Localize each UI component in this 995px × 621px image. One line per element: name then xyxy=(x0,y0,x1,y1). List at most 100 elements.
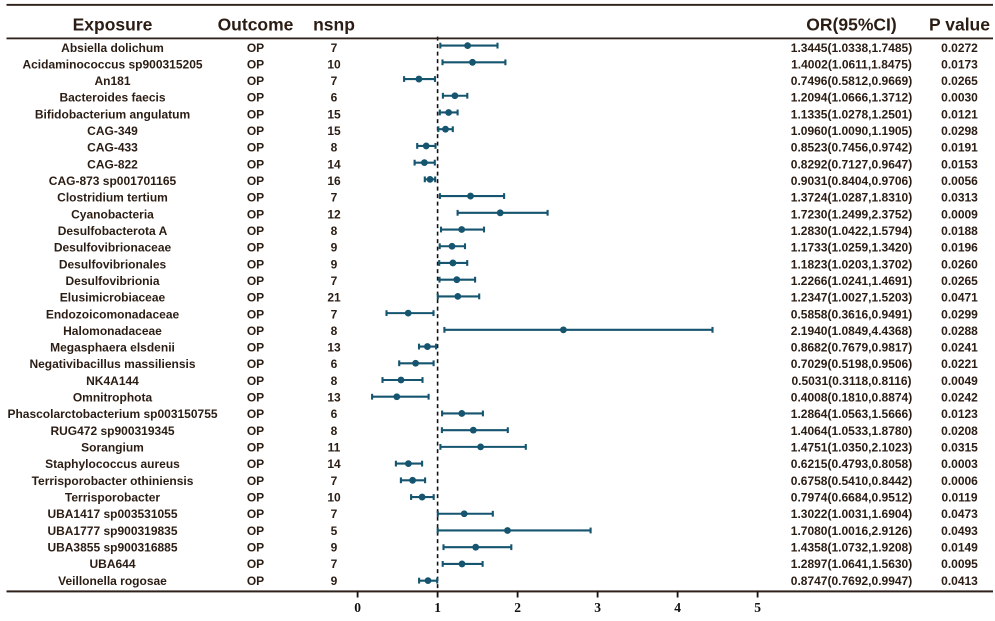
svg-text:Bacteroides faecis: Bacteroides faecis xyxy=(59,91,165,105)
svg-text:Sorangium: Sorangium xyxy=(81,441,144,455)
svg-text:6: 6 xyxy=(331,91,338,105)
svg-text:0.0299: 0.0299 xyxy=(941,307,978,321)
svg-text:0.0473: 0.0473 xyxy=(941,507,978,521)
svg-text:Terrisporobacter othiniensis: Terrisporobacter othiniensis xyxy=(32,474,194,488)
svg-text:0.0241: 0.0241 xyxy=(941,341,978,355)
svg-text:0.0149: 0.0149 xyxy=(941,540,978,554)
svg-text:13: 13 xyxy=(327,341,341,355)
svg-text:Desulfovibrionia: Desulfovibrionia xyxy=(65,274,159,288)
svg-text:Phascolarctobacterium sp003150: Phascolarctobacterium sp003150755 xyxy=(7,407,217,421)
svg-text:1.2830(1.0422,1.5794): 1.2830(1.0422,1.5794) xyxy=(791,224,912,238)
svg-text:3: 3 xyxy=(594,600,601,615)
svg-text:0.0003: 0.0003 xyxy=(941,457,978,471)
svg-text:16: 16 xyxy=(327,174,341,188)
svg-text:0.5858(0.3616,0.9491): 0.5858(0.3616,0.9491) xyxy=(791,307,912,321)
svg-text:OP: OP xyxy=(247,374,264,388)
svg-text:0.7974(0.6684,0.9512): 0.7974(0.6684,0.9512) xyxy=(791,490,912,504)
svg-text:CAG-433: CAG-433 xyxy=(87,141,138,155)
svg-text:0.0049: 0.0049 xyxy=(941,374,978,388)
svg-text:1.3445(1.0338,1.7485): 1.3445(1.0338,1.7485) xyxy=(791,41,912,55)
svg-text:Cyanobacteria: Cyanobacteria xyxy=(71,207,154,221)
svg-text:OP: OP xyxy=(247,424,264,438)
svg-text:OP: OP xyxy=(247,91,264,105)
svg-text:7: 7 xyxy=(331,191,338,205)
svg-text:0.0006: 0.0006 xyxy=(941,474,978,488)
svg-text:1.7230(1.2499,2.3752): 1.7230(1.2499,2.3752) xyxy=(791,207,912,221)
svg-text:8: 8 xyxy=(331,141,338,155)
svg-text:7: 7 xyxy=(331,307,338,321)
svg-text:1.1823(1.0203,1.3702): 1.1823(1.0203,1.3702) xyxy=(791,257,912,271)
svg-text:OP: OP xyxy=(247,574,264,588)
svg-text:5: 5 xyxy=(754,600,761,615)
svg-text:0.0272: 0.0272 xyxy=(941,41,978,55)
svg-text:1.4751(1.0350,2.1023): 1.4751(1.0350,2.1023) xyxy=(791,441,912,455)
svg-text:OP: OP xyxy=(247,191,264,205)
svg-text:10: 10 xyxy=(327,490,341,504)
svg-text:Acidaminococcus sp900315205: Acidaminococcus sp900315205 xyxy=(22,57,202,71)
svg-text:6: 6 xyxy=(331,407,338,421)
svg-text:0.0315: 0.0315 xyxy=(941,441,978,455)
svg-text:P value: P value xyxy=(929,14,990,34)
svg-text:1.7080(1.0016,2.9126): 1.7080(1.0016,2.9126) xyxy=(791,524,912,538)
svg-text:Terrisporobacter: Terrisporobacter xyxy=(65,490,160,504)
svg-text:OP: OP xyxy=(247,540,264,554)
svg-text:0.0493: 0.0493 xyxy=(941,524,978,538)
svg-text:0.9031(0.8404,0.9706): 0.9031(0.8404,0.9706) xyxy=(791,174,912,188)
svg-text:0.0260: 0.0260 xyxy=(941,257,978,271)
svg-text:13: 13 xyxy=(327,391,341,405)
svg-text:Outcome: Outcome xyxy=(218,14,294,34)
svg-text:0.0119: 0.0119 xyxy=(941,490,977,504)
svg-text:0.0265: 0.0265 xyxy=(941,74,978,88)
svg-text:Exposure: Exposure xyxy=(73,14,153,34)
svg-text:Endozoicomonadaceae: Endozoicomonadaceae xyxy=(46,307,180,321)
svg-text:UBA1417 sp003531055: UBA1417 sp003531055 xyxy=(47,507,177,521)
svg-text:OP: OP xyxy=(247,257,264,271)
svg-text:Clostridium tertium: Clostridium tertium xyxy=(57,191,168,205)
svg-text:1.0960(1.0090,1.1905): 1.0960(1.0090,1.1905) xyxy=(791,124,912,138)
svg-text:10: 10 xyxy=(327,57,341,71)
svg-text:OP: OP xyxy=(247,557,264,571)
svg-text:7: 7 xyxy=(331,507,338,521)
svg-text:8: 8 xyxy=(331,374,338,388)
svg-text:OP: OP xyxy=(247,291,264,305)
svg-text:OP: OP xyxy=(247,207,264,221)
svg-text:0.7496(0.5812,0.9669): 0.7496(0.5812,0.9669) xyxy=(791,74,912,88)
svg-text:0.0413: 0.0413 xyxy=(941,574,978,588)
svg-text:1.2897(1.0641,1.5630): 1.2897(1.0641,1.5630) xyxy=(791,557,912,571)
svg-text:8: 8 xyxy=(331,224,338,238)
svg-text:0.4008(0.1810,0.8874): 0.4008(0.1810,0.8874) xyxy=(791,391,912,405)
svg-text:0.0188: 0.0188 xyxy=(941,224,978,238)
svg-text:15: 15 xyxy=(327,107,341,121)
svg-text:1.3724(1.0287,1.8310): 1.3724(1.0287,1.8310) xyxy=(791,191,912,205)
svg-text:0.5031(0.3118,0.8116): 0.5031(0.3118,0.8116) xyxy=(791,374,911,388)
svg-text:OP: OP xyxy=(247,524,264,538)
svg-text:Bifidobacterium angulatum: Bifidobacterium angulatum xyxy=(35,107,190,121)
svg-text:OP: OP xyxy=(247,157,264,171)
svg-text:CAG-349: CAG-349 xyxy=(87,124,138,138)
svg-text:NK4A144: NK4A144 xyxy=(86,374,139,388)
svg-text:OP: OP xyxy=(247,41,264,55)
svg-text:OP: OP xyxy=(247,407,264,421)
svg-text:0: 0 xyxy=(354,600,361,615)
svg-text:OP: OP xyxy=(247,74,264,88)
svg-text:7: 7 xyxy=(331,274,338,288)
svg-text:Desulfovibrionales: Desulfovibrionales xyxy=(59,257,167,271)
svg-text:1.3022(1.0031,1.6904): 1.3022(1.0031,1.6904) xyxy=(791,507,912,521)
svg-text:OP: OP xyxy=(247,507,264,521)
svg-text:0.0288: 0.0288 xyxy=(941,324,978,338)
svg-text:9: 9 xyxy=(331,241,338,255)
svg-text:1.4358(1.0732,1.9208): 1.4358(1.0732,1.9208) xyxy=(791,540,912,554)
svg-text:2: 2 xyxy=(514,600,521,615)
svg-text:1.1733(1.0259,1.3420): 1.1733(1.0259,1.3420) xyxy=(791,241,912,255)
svg-text:7: 7 xyxy=(331,474,338,488)
svg-text:0.0242: 0.0242 xyxy=(941,391,978,405)
svg-text:0.8292(0.7127,0.9647): 0.8292(0.7127,0.9647) xyxy=(791,157,912,171)
svg-text:0.0298: 0.0298 xyxy=(941,124,978,138)
svg-text:OP: OP xyxy=(247,174,264,188)
svg-text:0.0191: 0.0191 xyxy=(941,141,978,155)
svg-text:1.1335(1.0278,1.2501): 1.1335(1.0278,1.2501) xyxy=(791,107,912,121)
svg-text:7: 7 xyxy=(331,41,338,55)
svg-text:Halomonadaceae: Halomonadaceae xyxy=(63,324,162,338)
svg-text:OP: OP xyxy=(247,224,264,238)
svg-text:0.0095: 0.0095 xyxy=(941,557,978,571)
